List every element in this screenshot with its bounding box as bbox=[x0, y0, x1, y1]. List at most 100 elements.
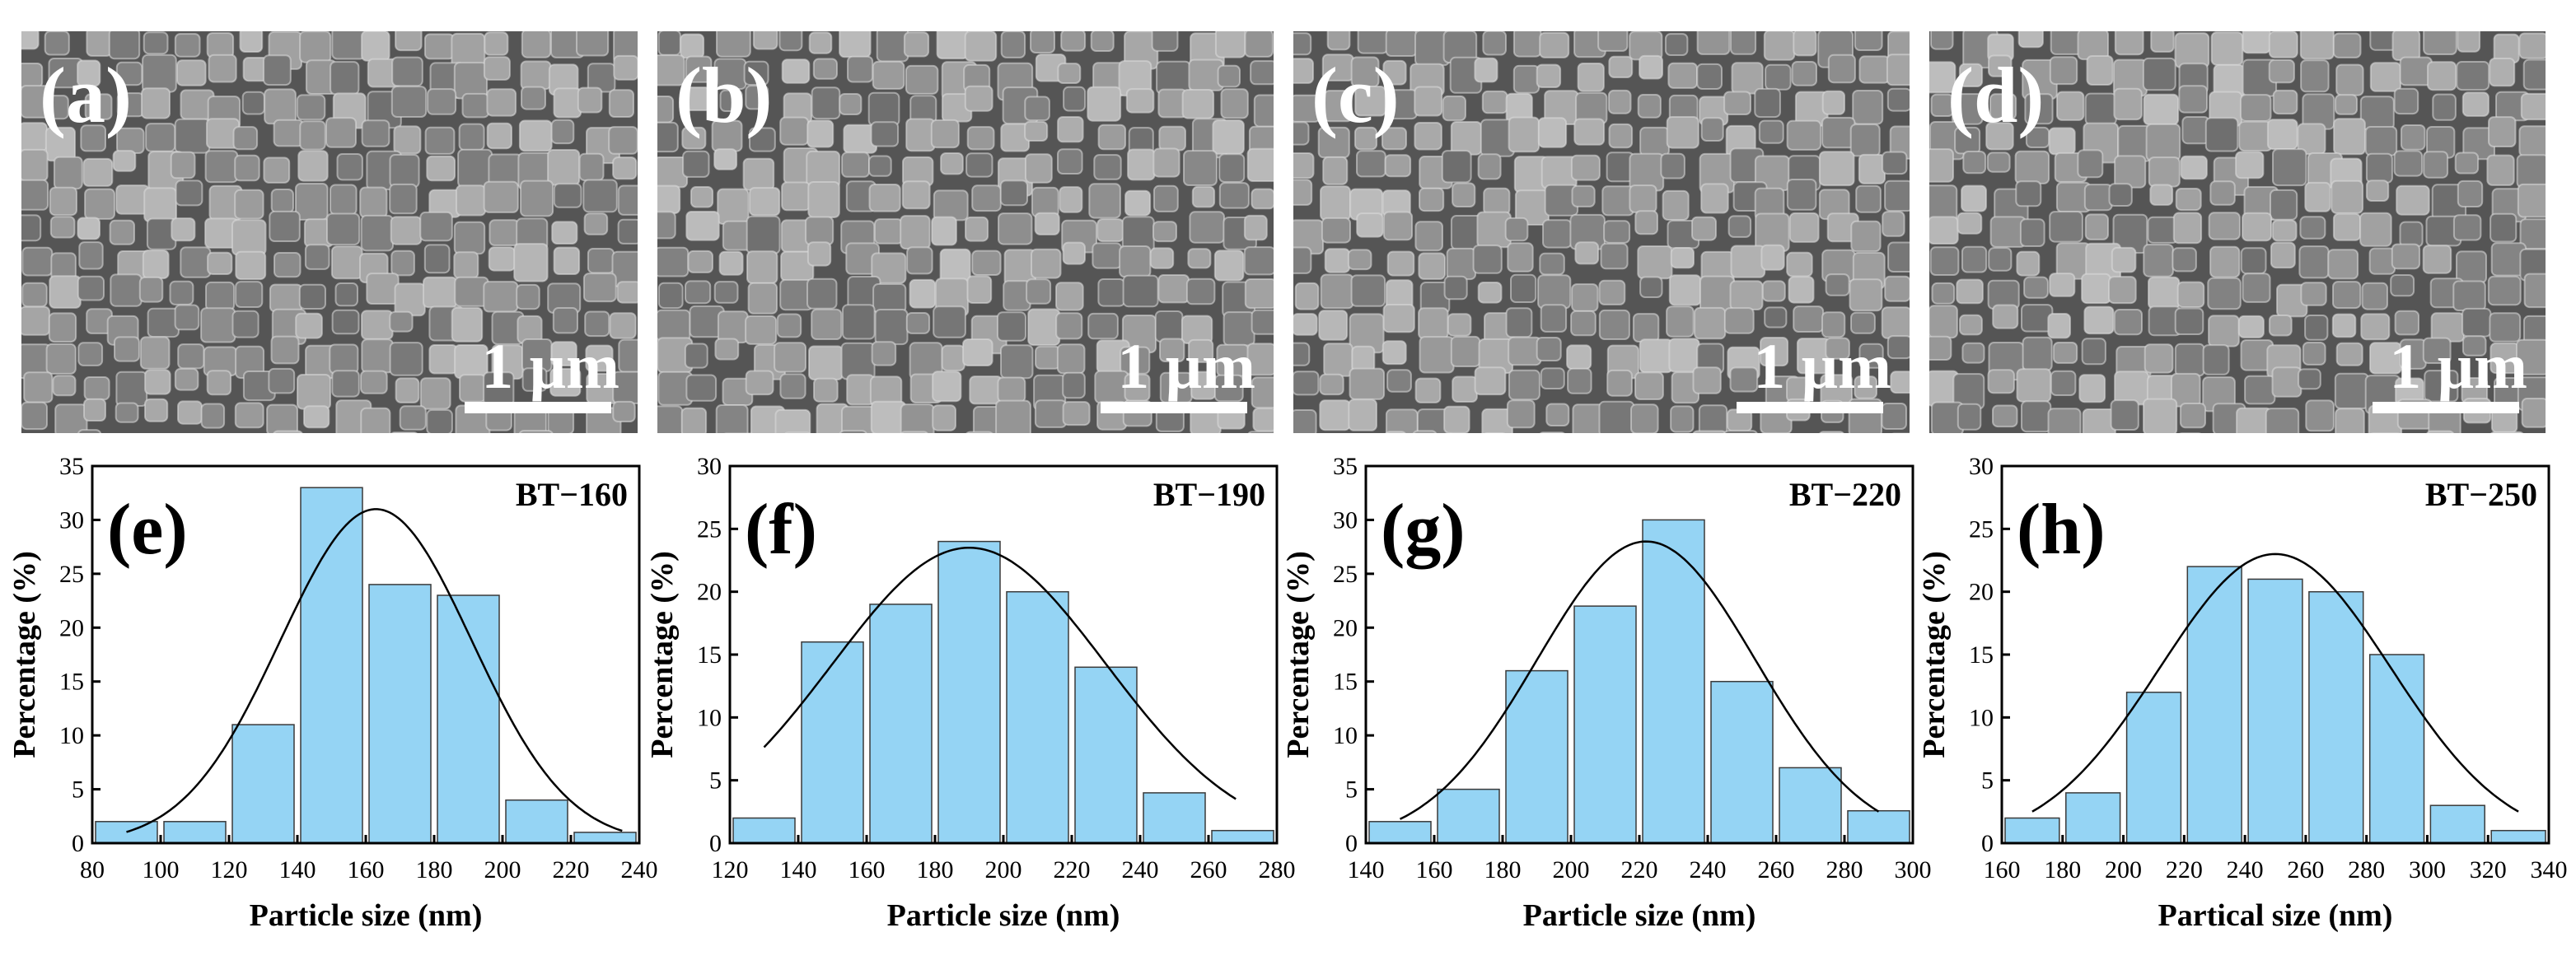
x-tick-label: 200 bbox=[484, 856, 521, 883]
grain bbox=[423, 33, 455, 60]
grain bbox=[1063, 86, 1087, 112]
bar bbox=[732, 817, 796, 844]
grain bbox=[1791, 61, 1817, 86]
grain bbox=[965, 431, 993, 433]
grain bbox=[613, 54, 638, 81]
grain bbox=[1418, 307, 1449, 340]
grain bbox=[1929, 148, 1954, 183]
grain bbox=[326, 212, 361, 246]
grain bbox=[1849, 124, 1881, 157]
grain bbox=[1189, 211, 1226, 244]
grain bbox=[2266, 119, 2298, 151]
grain bbox=[484, 31, 509, 56]
grain bbox=[1385, 431, 1406, 433]
grain bbox=[1850, 311, 1876, 334]
grain bbox=[1508, 369, 1540, 401]
grain bbox=[1818, 151, 1855, 187]
grain bbox=[1508, 116, 1540, 153]
grain bbox=[872, 283, 907, 314]
grain bbox=[2335, 342, 2363, 366]
grain bbox=[1730, 245, 1766, 278]
sem-image-d: (d) 1 μm bbox=[1929, 31, 2546, 433]
grain bbox=[2391, 243, 2421, 270]
grain bbox=[1632, 313, 1660, 343]
grain bbox=[779, 373, 806, 399]
grain bbox=[83, 376, 110, 401]
grain bbox=[269, 210, 301, 242]
grain bbox=[2516, 154, 2546, 189]
histogram-charts: 80 100 120 140 160 180 200 220 24005101520253035… bbox=[7, 453, 2568, 933]
bar bbox=[801, 641, 864, 844]
grain bbox=[1087, 86, 1122, 122]
grain bbox=[965, 216, 989, 242]
grain bbox=[336, 153, 363, 181]
grain bbox=[1858, 55, 1891, 84]
grain bbox=[77, 275, 105, 301]
grain bbox=[1093, 154, 1122, 180]
grain bbox=[905, 118, 936, 152]
grain bbox=[549, 367, 582, 397]
grain bbox=[304, 244, 330, 270]
grain bbox=[553, 87, 582, 119]
grain bbox=[108, 31, 141, 60]
grain bbox=[1318, 310, 1349, 341]
grain bbox=[1034, 212, 1060, 235]
x-axis-label: Particle size (nm) bbox=[887, 898, 1120, 933]
grain bbox=[1159, 338, 1185, 362]
grain bbox=[1096, 218, 1124, 243]
grain bbox=[1988, 54, 2013, 77]
grain bbox=[2452, 280, 2486, 311]
grain bbox=[1637, 245, 1673, 280]
grain bbox=[2244, 375, 2276, 405]
grain bbox=[1293, 152, 1315, 179]
grain bbox=[1323, 90, 1353, 123]
grain bbox=[966, 275, 993, 304]
grain bbox=[840, 342, 876, 380]
grain bbox=[489, 219, 520, 247]
x-tick-label: 160 bbox=[1984, 856, 2021, 883]
grain bbox=[2368, 247, 2396, 275]
grain bbox=[1382, 340, 1407, 366]
grain bbox=[174, 367, 199, 391]
grain bbox=[1506, 399, 1536, 429]
grain bbox=[2364, 126, 2398, 156]
grain bbox=[513, 243, 549, 282]
grain bbox=[2361, 282, 2388, 310]
grain bbox=[78, 241, 104, 270]
chart-e: 80 100 120 140 160 180 200 220 240 0 5 10 15 20 25 30 35… bbox=[7, 453, 658, 933]
grain bbox=[2017, 31, 2044, 49]
grain bbox=[684, 343, 708, 369]
grain bbox=[940, 152, 964, 175]
grain bbox=[1320, 273, 1354, 310]
panel-label: (b) bbox=[676, 51, 773, 139]
gaussian-fit-line bbox=[2031, 552, 2519, 813]
grain bbox=[745, 315, 778, 345]
grain bbox=[2332, 281, 2362, 310]
grain bbox=[200, 403, 226, 429]
y-tick-label: 5 bbox=[1981, 767, 1994, 795]
grain bbox=[1603, 220, 1631, 244]
grain bbox=[551, 221, 578, 245]
x-tick-label: 300 bbox=[1895, 856, 1932, 883]
grain bbox=[685, 280, 712, 305]
bar bbox=[573, 832, 637, 844]
grain bbox=[2423, 31, 2457, 55]
grain bbox=[2520, 92, 2546, 121]
grain bbox=[84, 188, 115, 220]
grain bbox=[1512, 31, 1542, 58]
grain bbox=[1027, 308, 1061, 347]
grain bbox=[1961, 184, 1987, 212]
grain bbox=[1639, 54, 1664, 80]
grain bbox=[1854, 31, 1883, 51]
grain bbox=[1662, 189, 1690, 221]
grain bbox=[1754, 87, 1781, 119]
bar bbox=[2308, 590, 2364, 844]
grain bbox=[2021, 400, 2052, 433]
grain bbox=[2144, 343, 2174, 374]
grain bbox=[781, 58, 811, 84]
x-tick-label: 120 bbox=[211, 856, 248, 883]
grain bbox=[1326, 31, 1351, 51]
grain bbox=[204, 150, 239, 184]
grain bbox=[461, 92, 490, 119]
y-tick-label: 35 bbox=[1333, 453, 1358, 480]
